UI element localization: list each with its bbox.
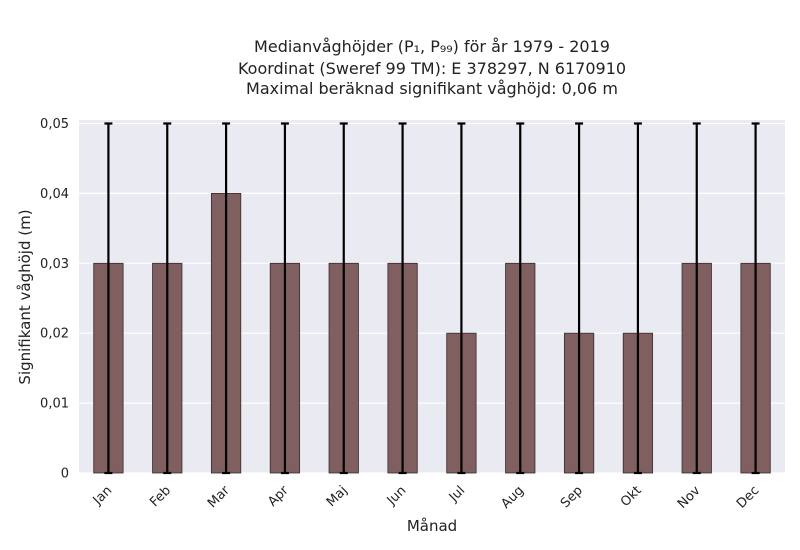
y-axis-label: Signifikant våghöjd (m): [16, 209, 34, 384]
x-axis-label: Månad: [407, 517, 457, 535]
chart-title-line-3: Maximal beräknad signifikant våghöjd: 0,…: [246, 79, 618, 98]
error-bar-maj: [339, 122, 348, 475]
error-bar-okt: [633, 122, 642, 475]
x-tick-label: Maj: [324, 483, 351, 510]
y-tick-label: 0,05: [40, 117, 69, 132]
error-bar-apr: [280, 122, 289, 475]
x-tick-label: Nov: [675, 483, 704, 512]
y-tick-label: 0,01: [40, 397, 69, 412]
x-tick-labels: Jan Feb Mar Apr Maj Jun Jul Aug Sep Okt Nov Dec: [90, 483, 763, 512]
y-tick-label: 0,02: [40, 327, 69, 342]
x-tick-label: Feb: [147, 483, 174, 510]
error-bar-aug: [516, 122, 525, 475]
error-bar-jul: [457, 122, 466, 475]
error-bar-jan: [104, 122, 113, 475]
x-tick-label: Jan: [90, 483, 115, 508]
y-tick-labels: 0 0,01 0,02 0,03 0,04 0,05: [40, 117, 69, 482]
error-bars: [104, 122, 760, 475]
error-bar-dec: [751, 122, 760, 475]
error-bar-feb: [163, 122, 172, 475]
chart-title-line-1: Medianvåghöjder (P₁, P₉₉) för år 1979 - …: [254, 37, 610, 56]
y-tick-label: 0,04: [40, 187, 69, 202]
x-tick-label: Dec: [734, 483, 762, 511]
x-tick-label: Okt: [618, 483, 645, 510]
x-tick-label: Aug: [499, 483, 528, 512]
y-tick-label: 0: [61, 467, 69, 482]
error-bar-mar: [222, 122, 231, 475]
x-tick-label: Jun: [384, 483, 410, 509]
chart-title-line-2: Koordinat (Sweref 99 TM): E 378297, N 61…: [238, 59, 626, 78]
x-tick-label: Sep: [558, 483, 586, 511]
x-tick-label: Mar: [205, 483, 233, 511]
grid-lines: [79, 122, 785, 474]
plot-area: [79, 120, 785, 473]
error-bar-jun: [398, 122, 407, 475]
x-tick-label: Jul: [446, 483, 468, 505]
error-bar-nov: [692, 122, 701, 475]
x-tick-label: Apr: [265, 483, 292, 510]
error-bar-sep: [575, 122, 584, 475]
y-tick-label: 0,03: [40, 257, 69, 272]
